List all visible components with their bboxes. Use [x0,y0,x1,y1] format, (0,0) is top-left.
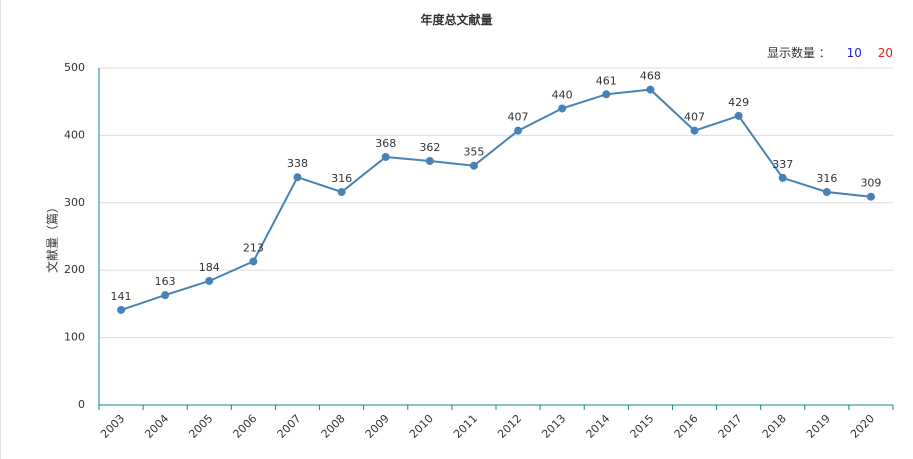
x-tick-label: 2019 [804,412,833,441]
data-label: 440 [552,88,573,101]
series-line [120,88,872,311]
data-label: 338 [287,157,308,170]
axes [98,68,894,410]
data-label: 407 [684,111,705,124]
x-tick-label: 2010 [407,412,436,441]
data-point [602,90,611,99]
data-point [381,152,390,161]
data-label: 355 [463,146,484,159]
x-tick-label: 2008 [319,412,348,441]
data-label: 184 [199,261,220,274]
data-point [646,85,655,94]
x-tick-label: 2011 [451,412,480,441]
data-point [558,104,567,113]
data-point [822,188,831,197]
data-point [778,173,787,182]
data-point [161,291,170,300]
data-label: 163 [155,275,176,288]
data-label: 337 [772,158,793,171]
data-point [690,126,699,135]
data-point [249,257,258,266]
chart-title: 年度总文献量 [420,13,493,27]
x-tick-label: 2004 [142,412,171,441]
data-label: 316 [331,172,352,185]
x-tick-label: 2012 [495,412,524,441]
data-point [293,173,302,182]
left-edge-border [0,0,1,459]
y-tick-label: 500 [64,61,85,74]
data-point [425,157,434,166]
display-count-label: 显示数量 ： [766,46,831,60]
data-point [514,126,523,135]
data-label: 429 [728,96,749,109]
display-count-option-20[interactable]: 20 [877,46,893,60]
display-count-control: 显示数量 ： 10 20 [767,44,893,61]
data-point [866,192,875,201]
tick-labels: 0 100 200 300 400 500 2003 2004 2005 2006 2007 2008… [64,61,877,441]
x-tick-label: 2006 [231,412,260,441]
x-tick-label: 2003 [98,412,127,441]
x-tick-label: 2005 [186,412,215,441]
display-count-option-10[interactable]: 10 [846,46,862,60]
data-point [205,276,214,285]
data-label: 316 [816,172,837,185]
data-labels: 141 163 184 213 338 316 368 362 355 407 440 461 468 4… [111,70,882,303]
x-tick-label: 2016 [672,412,701,441]
data-point [734,111,743,120]
data-label: 309 [860,177,881,190]
y-tick-label: 200 [64,263,85,276]
x-tick-label: 2015 [628,412,657,441]
y-axis-label: 文献量（篇） [45,201,60,273]
data-label: 141 [111,290,132,303]
x-tick-label: 2020 [848,412,877,441]
x-tick-label: 2009 [363,412,392,441]
grid-lines [99,67,893,339]
y-tick-label: 0 [78,398,85,411]
y-tick-label: 100 [64,331,85,344]
data-label: 468 [640,70,661,83]
x-tick-label: 2014 [583,412,612,441]
x-tick-label: 2017 [716,412,745,441]
data-label: 213 [243,241,264,254]
x-tick-label: 2013 [539,412,568,441]
y-tick-label: 400 [64,128,85,141]
x-tick-label: 2007 [275,412,304,441]
y-tick-label: 300 [64,196,85,209]
data-point [469,161,478,170]
series [117,85,875,314]
data-label: 362 [419,141,440,154]
data-point [117,305,126,314]
x-tick-label: 2018 [760,412,789,441]
data-label: 368 [375,137,396,150]
data-point [337,188,346,197]
data-label: 407 [508,111,529,124]
data-label: 461 [596,74,617,87]
